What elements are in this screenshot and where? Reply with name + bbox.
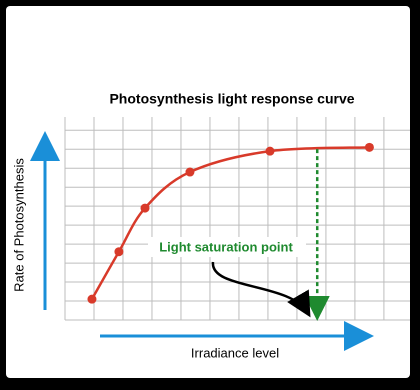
panel bbox=[6, 6, 410, 378]
annotation-text: Light saturation point bbox=[159, 239, 293, 254]
data-point bbox=[265, 146, 275, 156]
data-point bbox=[140, 203, 150, 213]
annotation-bg bbox=[148, 237, 306, 257]
data-point bbox=[364, 142, 374, 152]
plot-area: Light saturation point bbox=[64, 117, 410, 321]
data-point bbox=[185, 167, 195, 177]
annotation-arrow bbox=[211, 261, 311, 318]
chart-title: Photosynthesis light response curve bbox=[109, 91, 354, 107]
data-point bbox=[114, 247, 124, 257]
y-axis-label: Rate of Photosynthesis bbox=[11, 158, 26, 292]
data-point bbox=[87, 294, 97, 304]
x-axis-label: Irradiance level bbox=[191, 345, 279, 360]
